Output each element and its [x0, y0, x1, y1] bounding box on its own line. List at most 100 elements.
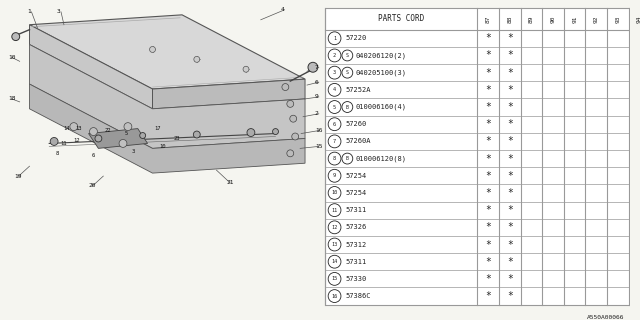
Polygon shape: [29, 44, 305, 148]
Text: 57311: 57311: [346, 207, 367, 213]
Text: 2: 2: [315, 111, 319, 116]
Text: 10: 10: [159, 144, 166, 149]
Text: 3: 3: [57, 9, 61, 14]
Circle shape: [328, 169, 341, 182]
Text: 57312: 57312: [346, 242, 367, 247]
Text: *: *: [485, 136, 491, 146]
Text: 9: 9: [333, 173, 336, 178]
Text: S: S: [346, 53, 349, 58]
Text: 7: 7: [315, 65, 319, 70]
Circle shape: [290, 115, 297, 122]
Text: 12: 12: [74, 138, 80, 143]
Text: *: *: [485, 68, 491, 78]
Text: 57260A: 57260A: [346, 138, 371, 144]
Text: 5: 5: [333, 105, 336, 109]
Polygon shape: [152, 79, 305, 109]
Text: 14: 14: [332, 259, 338, 264]
Text: 92: 92: [594, 15, 599, 22]
Text: 3: 3: [131, 149, 134, 154]
Circle shape: [273, 129, 278, 134]
Text: *: *: [507, 222, 513, 232]
Circle shape: [342, 153, 353, 164]
Text: 57330: 57330: [346, 276, 367, 282]
Circle shape: [282, 84, 289, 91]
Text: *: *: [485, 274, 491, 284]
Text: 88: 88: [508, 15, 512, 22]
Circle shape: [328, 187, 341, 199]
Text: 2: 2: [333, 53, 336, 58]
Text: 040205100(3): 040205100(3): [355, 69, 406, 76]
Polygon shape: [29, 25, 152, 109]
Text: *: *: [507, 239, 513, 250]
Text: 4: 4: [333, 87, 336, 92]
Text: *: *: [507, 33, 513, 43]
Text: *: *: [507, 136, 513, 146]
Text: *: *: [507, 291, 513, 301]
Text: *: *: [507, 102, 513, 112]
Circle shape: [150, 46, 156, 52]
Text: 9: 9: [315, 94, 319, 100]
Circle shape: [70, 123, 77, 131]
Text: 91: 91: [572, 15, 577, 22]
Text: 17: 17: [154, 126, 161, 131]
Text: 16: 16: [315, 128, 323, 133]
Circle shape: [287, 100, 294, 107]
Circle shape: [328, 272, 341, 285]
Polygon shape: [29, 84, 305, 173]
Text: 1: 1: [28, 9, 31, 14]
Text: *: *: [507, 85, 513, 95]
Text: 57326: 57326: [346, 224, 367, 230]
Text: *: *: [507, 51, 513, 60]
Circle shape: [95, 135, 102, 142]
Text: *: *: [485, 85, 491, 95]
Text: 1: 1: [333, 36, 336, 41]
Circle shape: [90, 128, 97, 135]
Text: 5: 5: [124, 131, 127, 136]
Circle shape: [243, 66, 249, 72]
Text: 3: 3: [333, 70, 336, 75]
Text: *: *: [485, 33, 491, 43]
Circle shape: [328, 66, 341, 79]
Circle shape: [328, 152, 341, 165]
Text: 13: 13: [332, 242, 338, 247]
Circle shape: [50, 138, 58, 145]
Text: 7: 7: [333, 139, 336, 144]
Text: *: *: [485, 171, 491, 181]
Circle shape: [342, 50, 353, 61]
Polygon shape: [88, 129, 148, 148]
Text: B: B: [346, 156, 349, 161]
Text: 010006120(8): 010006120(8): [355, 155, 406, 162]
Text: B: B: [346, 105, 349, 109]
Circle shape: [193, 131, 200, 138]
Text: 57220: 57220: [346, 35, 367, 41]
Text: 89: 89: [529, 15, 534, 22]
Circle shape: [12, 33, 20, 41]
Text: 23: 23: [174, 136, 180, 141]
Text: 94: 94: [637, 15, 640, 22]
Text: 15: 15: [332, 276, 338, 281]
Text: *: *: [507, 274, 513, 284]
Circle shape: [328, 238, 341, 251]
Text: PARTS CORD: PARTS CORD: [378, 14, 424, 23]
Text: 010006160(4): 010006160(4): [355, 104, 406, 110]
Text: 14: 14: [63, 126, 70, 131]
Text: 57254: 57254: [346, 173, 367, 179]
Text: 11: 11: [332, 208, 338, 213]
Text: 13: 13: [76, 126, 82, 131]
Text: 12: 12: [332, 225, 338, 230]
Text: 57386C: 57386C: [346, 293, 371, 299]
Text: 18: 18: [8, 96, 15, 101]
Text: *: *: [507, 119, 513, 129]
Text: S: S: [346, 70, 349, 75]
Text: 6: 6: [333, 122, 336, 127]
Text: 6: 6: [315, 80, 319, 84]
Text: *: *: [507, 188, 513, 198]
Text: *: *: [507, 205, 513, 215]
Text: 19: 19: [15, 173, 22, 179]
Circle shape: [328, 221, 341, 234]
Circle shape: [124, 123, 132, 131]
Text: *: *: [507, 68, 513, 78]
Text: 040206120(2): 040206120(2): [355, 52, 406, 59]
Text: 10: 10: [8, 55, 15, 60]
Text: *: *: [485, 257, 491, 267]
